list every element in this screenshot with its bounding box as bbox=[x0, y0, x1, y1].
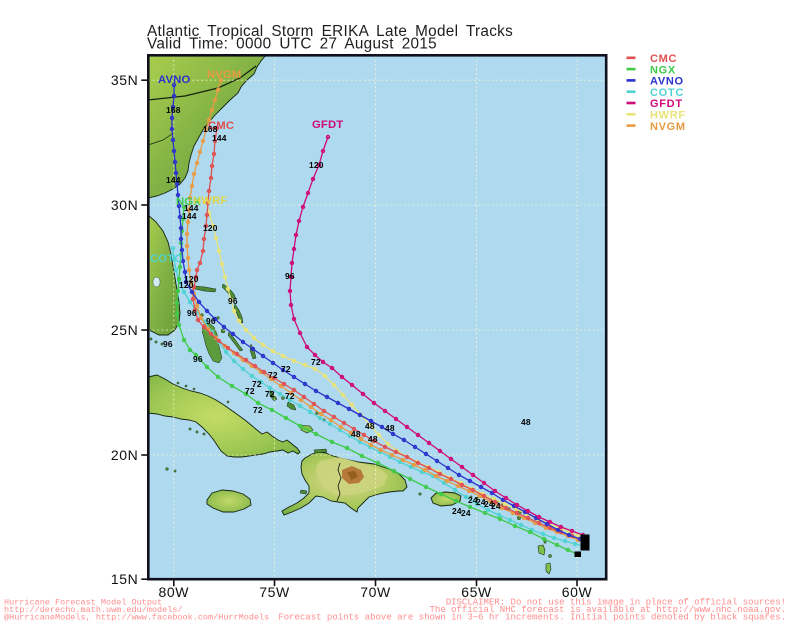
svg-text:72: 72 bbox=[252, 379, 262, 389]
svg-text:@HurricaneModels, http://www.f: @HurricaneModels, http://www.facebook.co… bbox=[4, 613, 269, 623]
svg-text:COTC: COTC bbox=[650, 87, 684, 99]
svg-text:AVNO: AVNO bbox=[650, 76, 684, 88]
svg-text:72: 72 bbox=[281, 364, 291, 374]
svg-text:35N: 35N bbox=[111, 72, 138, 88]
svg-text:Hurricane Forecast Model Outpu: Hurricane Forecast Model Output bbox=[4, 598, 162, 608]
svg-text:70W: 70W bbox=[360, 584, 391, 600]
svg-text:72: 72 bbox=[311, 357, 321, 367]
svg-text:48: 48 bbox=[385, 423, 395, 433]
svg-text:HWRF: HWRF bbox=[193, 195, 227, 207]
svg-text:30N: 30N bbox=[111, 197, 138, 213]
svg-text:120: 120 bbox=[309, 160, 324, 170]
svg-text:80W: 80W bbox=[159, 584, 190, 600]
svg-text:72: 72 bbox=[253, 405, 263, 415]
svg-text:60W: 60W bbox=[562, 584, 593, 600]
svg-text:75W: 75W bbox=[259, 584, 290, 600]
svg-text:24: 24 bbox=[491, 501, 501, 511]
svg-text:72: 72 bbox=[265, 389, 275, 399]
svg-text:72: 72 bbox=[245, 386, 255, 396]
svg-text:144: 144 bbox=[166, 175, 181, 185]
svg-text:48: 48 bbox=[368, 434, 378, 444]
svg-text:HWRF: HWRF bbox=[650, 110, 686, 122]
svg-text:144: 144 bbox=[184, 203, 199, 213]
svg-text:CMC: CMC bbox=[650, 53, 677, 65]
svg-text:144: 144 bbox=[212, 133, 227, 143]
svg-text:24: 24 bbox=[452, 506, 462, 516]
svg-text:Valid Time: 0000 UTC 27 August: Valid Time: 0000 UTC 27 August 2015 bbox=[147, 36, 437, 53]
svg-text:168: 168 bbox=[166, 105, 181, 115]
svg-text:96: 96 bbox=[163, 339, 173, 349]
svg-text:NGX: NGX bbox=[176, 196, 201, 208]
svg-text:24: 24 bbox=[461, 508, 471, 518]
svg-text:144: 144 bbox=[182, 211, 197, 221]
svg-text:Atlantic Tropical Storm ERIKA: Atlantic Tropical Storm ERIKA Late Model… bbox=[147, 23, 513, 40]
svg-text:CMC: CMC bbox=[208, 120, 234, 132]
svg-text:24: 24 bbox=[484, 499, 494, 509]
svg-text:NGX: NGX bbox=[650, 64, 676, 76]
svg-text:120: 120 bbox=[184, 274, 199, 284]
svg-text:GFDT: GFDT bbox=[312, 119, 343, 131]
svg-text:48: 48 bbox=[351, 429, 361, 439]
svg-text:24: 24 bbox=[468, 495, 478, 505]
svg-text:24: 24 bbox=[476, 497, 486, 507]
svg-text:COTC: COTC bbox=[150, 253, 183, 265]
svg-text:Forecast points above are show: Forecast points above are shown in 3~6 h… bbox=[278, 613, 786, 623]
svg-text:96: 96 bbox=[193, 354, 203, 364]
svg-text:The official NHC forecast is a: The official NHC forecast is available a… bbox=[430, 605, 786, 615]
svg-text:96: 96 bbox=[228, 296, 238, 306]
svg-text:http://derecho.math.uwm.edu/mo: http://derecho.math.uwm.edu/models/ bbox=[4, 605, 183, 615]
svg-text:DISCLAIMER: Do not use this im: DISCLAIMER: Do not use this image in pla… bbox=[446, 598, 786, 608]
svg-text:25N: 25N bbox=[111, 322, 138, 338]
svg-text:120: 120 bbox=[179, 280, 194, 290]
svg-text:AVNO: AVNO bbox=[158, 74, 190, 86]
svg-text:65W: 65W bbox=[461, 584, 492, 600]
svg-text:96: 96 bbox=[206, 316, 216, 326]
svg-text:96: 96 bbox=[285, 271, 295, 281]
svg-text:72: 72 bbox=[268, 370, 278, 380]
svg-text:GFDT: GFDT bbox=[650, 98, 683, 110]
svg-text:48: 48 bbox=[521, 417, 531, 427]
svg-text:96: 96 bbox=[187, 308, 197, 318]
svg-text:72: 72 bbox=[285, 391, 295, 401]
svg-text:48: 48 bbox=[365, 421, 375, 431]
svg-text:20N: 20N bbox=[111, 447, 138, 463]
svg-text:NVGM: NVGM bbox=[650, 121, 686, 133]
svg-text:168: 168 bbox=[203, 124, 218, 134]
svg-text:NVGM: NVGM bbox=[207, 69, 242, 81]
svg-text:120: 120 bbox=[203, 223, 218, 233]
svg-text:15N: 15N bbox=[111, 571, 138, 587]
